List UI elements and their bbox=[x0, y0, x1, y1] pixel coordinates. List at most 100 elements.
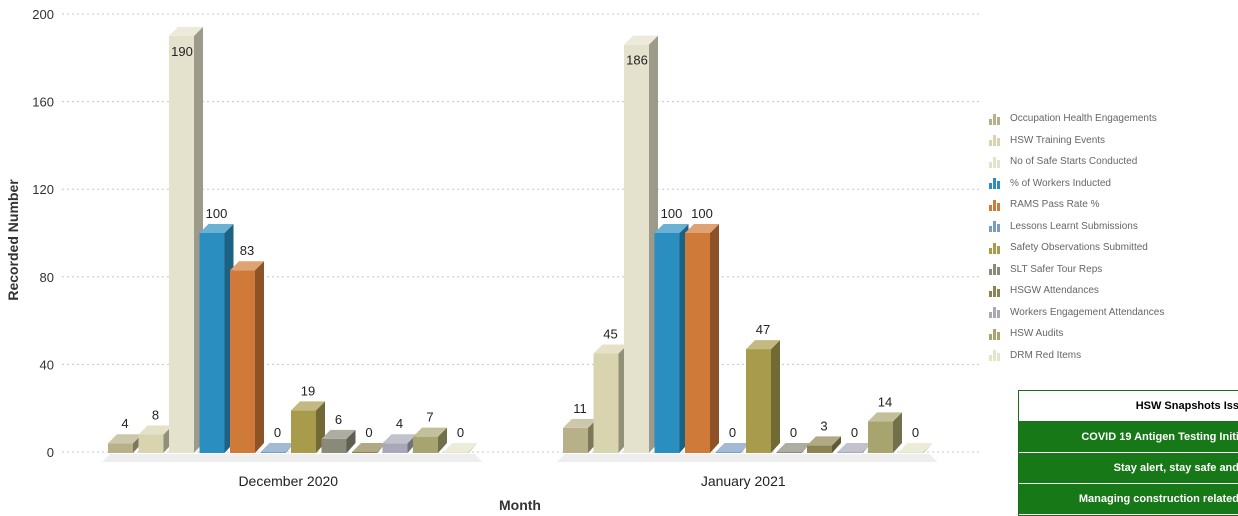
bar-top bbox=[685, 224, 719, 233]
bar bbox=[837, 443, 872, 453]
legend-label: HSGW Attendances bbox=[1010, 285, 1099, 297]
bar-front bbox=[746, 349, 771, 453]
bar-front bbox=[382, 443, 408, 453]
value-label: 4 bbox=[121, 416, 128, 431]
bar-top bbox=[352, 443, 386, 452]
bar-front bbox=[413, 436, 438, 453]
value-label: 19 bbox=[301, 383, 315, 398]
bar-top bbox=[321, 429, 356, 439]
floor-shadow bbox=[557, 454, 938, 462]
bar-top bbox=[715, 443, 750, 452]
bar-front bbox=[321, 438, 347, 453]
legend-label: No of Safe Starts Conducted bbox=[1010, 156, 1138, 168]
legend-swatch-icon bbox=[988, 306, 1002, 319]
legend-item[interactable]: DRM Red Items bbox=[988, 345, 1238, 367]
value-label: 83 bbox=[240, 243, 254, 258]
bar-top bbox=[898, 443, 933, 452]
category-labels: December 2020 January 2021 bbox=[238, 473, 785, 489]
bar bbox=[108, 434, 142, 453]
bar-front bbox=[868, 421, 893, 453]
bar-front bbox=[260, 452, 286, 453]
legend-label: RAMS Pass Rate % bbox=[1010, 199, 1100, 211]
legend-item[interactable]: HSGW Attendances bbox=[988, 280, 1238, 302]
bar bbox=[443, 443, 478, 453]
bar-top bbox=[868, 412, 902, 422]
legend-label: SLT Safer Tour Reps bbox=[1010, 263, 1103, 275]
bar bbox=[169, 26, 203, 454]
bar-front bbox=[138, 434, 164, 453]
snapshots-header: HSW Snapshots Iss bbox=[1019, 391, 1238, 422]
bar-top bbox=[199, 224, 234, 233]
snapshot-item[interactable]: Stay alert, stay safe and bbox=[1019, 453, 1238, 484]
bar-top bbox=[746, 340, 780, 350]
bar-top bbox=[382, 434, 417, 444]
bar bbox=[624, 35, 658, 453]
bar bbox=[685, 224, 719, 453]
bar bbox=[715, 443, 750, 453]
legend-item[interactable]: RAMS Pass Rate % bbox=[988, 194, 1238, 216]
legend-label: Occupation Health Engagements bbox=[1010, 113, 1157, 125]
legend-item[interactable]: % of Workers Inducted bbox=[988, 173, 1238, 195]
value-label: 100 bbox=[661, 206, 683, 221]
bar-front bbox=[624, 44, 649, 453]
bar-front bbox=[352, 452, 377, 453]
floor-shadow bbox=[102, 454, 483, 462]
legend-label: Lessons Learnt Submissions bbox=[1010, 220, 1138, 232]
legend-swatch-icon bbox=[988, 285, 1002, 297]
bar-top bbox=[260, 443, 295, 452]
hsw-snapshots-panel: HSW Snapshots Iss COVID 19 Antigen Testi… bbox=[1018, 390, 1238, 516]
legend-item[interactable]: SLT Safer Tour Reps bbox=[988, 259, 1238, 281]
legend-swatch-icon bbox=[988, 263, 1002, 276]
legend-item[interactable]: No of Safe Starts Conducted bbox=[988, 151, 1238, 173]
bar-top bbox=[169, 26, 203, 36]
bar bbox=[138, 425, 173, 453]
bar-top bbox=[807, 436, 841, 446]
legend-swatch-icon bbox=[988, 156, 1002, 168]
bar-front bbox=[715, 452, 741, 453]
bar bbox=[321, 429, 356, 453]
bar-front bbox=[593, 353, 619, 453]
legend-item[interactable]: HSW Audits bbox=[988, 323, 1238, 345]
legend-label: DRM Red Items bbox=[1010, 349, 1082, 361]
bar bbox=[746, 340, 780, 453]
bar-top bbox=[624, 35, 658, 45]
value-label: 0 bbox=[851, 425, 858, 440]
legend-item[interactable]: Safety Observations Submitted bbox=[988, 237, 1238, 259]
value-label: 0 bbox=[274, 425, 281, 440]
bar-side bbox=[346, 429, 356, 453]
bar-top bbox=[837, 443, 872, 452]
value-label: 8 bbox=[152, 407, 159, 422]
value-label: 0 bbox=[790, 425, 797, 440]
legend-item[interactable]: Lessons Learnt Submissions bbox=[988, 216, 1238, 238]
snapshot-item[interactable]: COVID 19 Antigen Testing Initi bbox=[1019, 422, 1238, 453]
bar-top bbox=[654, 224, 689, 233]
value-label: 4 bbox=[396, 416, 403, 431]
bar-front bbox=[169, 35, 194, 454]
value-label: 7 bbox=[426, 410, 433, 425]
bar-front bbox=[654, 233, 680, 453]
bar bbox=[352, 443, 386, 453]
bar-top bbox=[413, 427, 447, 437]
bar-front bbox=[563, 427, 588, 453]
bar-front bbox=[108, 443, 133, 453]
bar-front bbox=[898, 452, 924, 453]
bar-side bbox=[923, 443, 933, 453]
value-label: 3 bbox=[820, 418, 827, 433]
y-tick-label: 120 bbox=[32, 182, 54, 197]
value-label: 190 bbox=[171, 44, 193, 59]
legend-item[interactable]: HSW Training Events bbox=[988, 130, 1238, 152]
bar-side bbox=[771, 340, 780, 453]
legend-item[interactable]: Occupation Health Engagements bbox=[988, 108, 1238, 130]
bar-top bbox=[138, 425, 173, 435]
bar-top bbox=[108, 434, 142, 444]
legend-swatch-icon bbox=[988, 113, 1002, 125]
legend-item[interactable]: Workers Engagement Attendances bbox=[988, 302, 1238, 324]
y-tick-label: 40 bbox=[40, 357, 54, 372]
snapshot-item[interactable]: Managing construction related bbox=[1019, 484, 1238, 515]
bar-side bbox=[832, 436, 841, 453]
bar-top bbox=[593, 344, 628, 354]
bars bbox=[102, 26, 938, 462]
bar-top bbox=[563, 418, 597, 428]
value-label: 0 bbox=[912, 425, 919, 440]
